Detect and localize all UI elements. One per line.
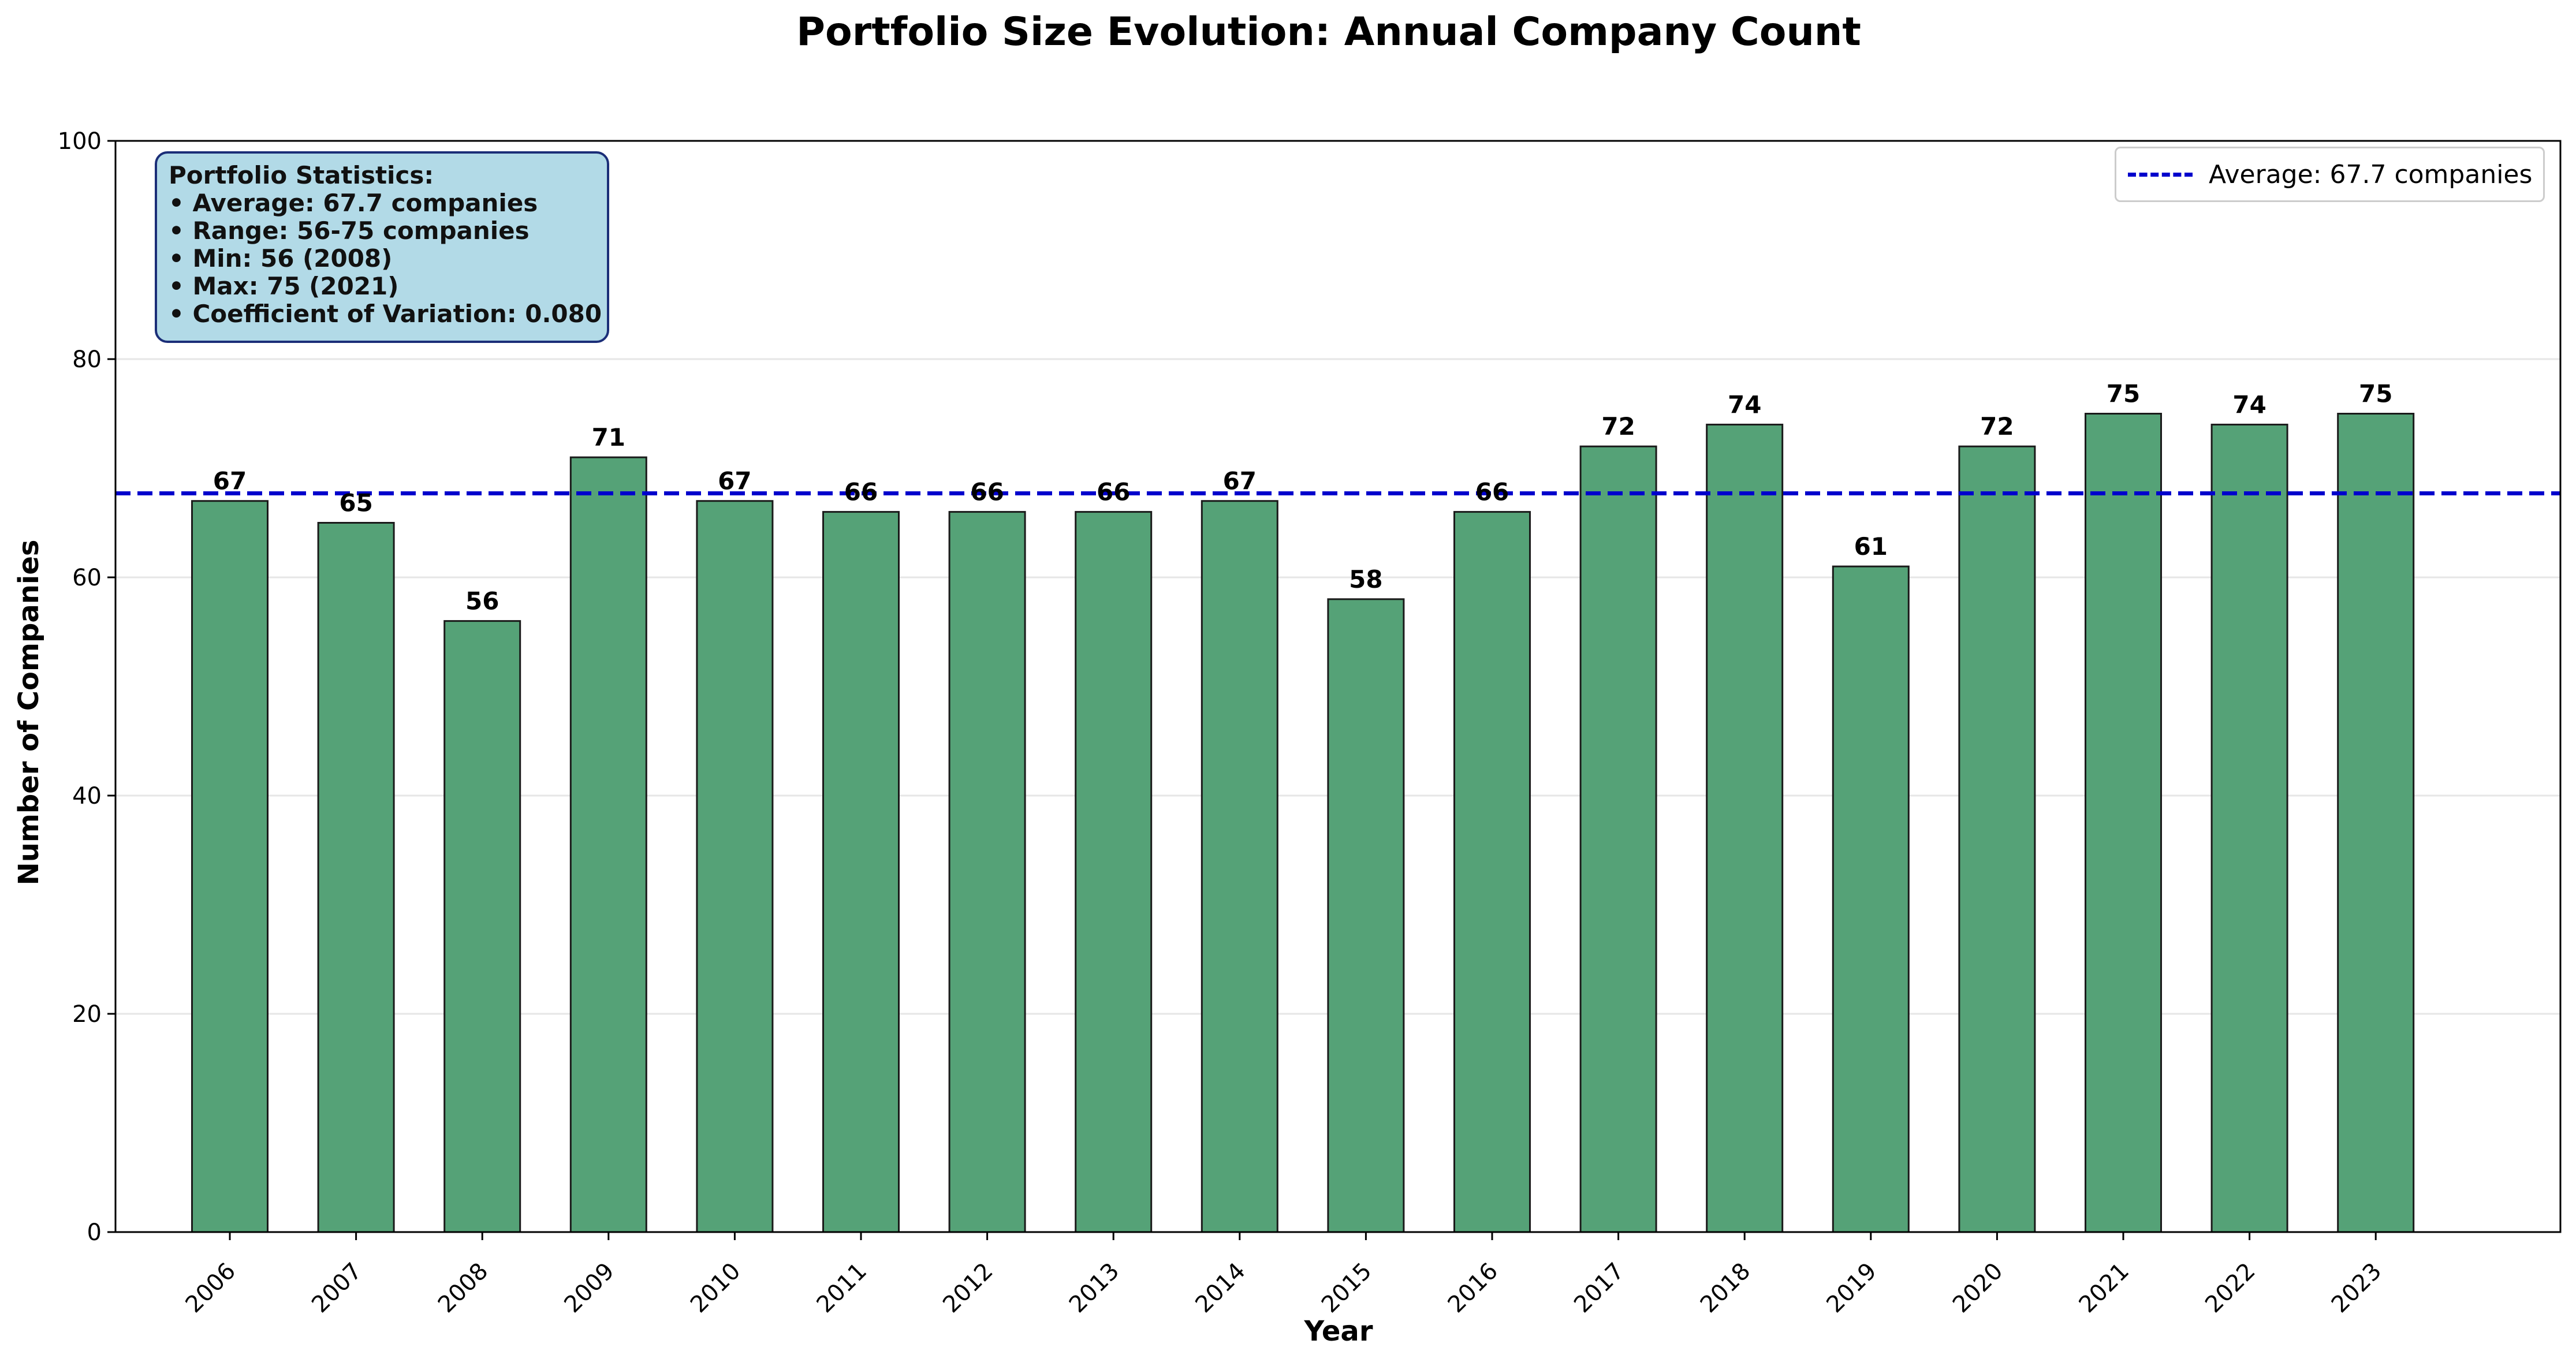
bar-2009 [569, 456, 647, 1233]
value-label-2012: 66 [970, 478, 1004, 506]
x-tick-label-2012: 2012 [938, 1258, 998, 1319]
x-tick-label-2010: 2010 [685, 1258, 746, 1319]
bar-2011 [822, 511, 900, 1233]
stats-title: Portfolio Statistics: [169, 161, 434, 189]
bar-2010 [696, 500, 774, 1233]
x-tick-label-2015: 2015 [1317, 1258, 1377, 1319]
x-axis-label: Year [1304, 1315, 1373, 1348]
stats-coefficient-of-variation: • Coefficient of Variation: 0.080 [169, 300, 602, 328]
legend: Average: 67.7 companies [2115, 147, 2545, 202]
x-tick-label-2022: 2022 [2200, 1258, 2261, 1319]
value-label-2020: 72 [1980, 412, 2014, 441]
y-tick-label-0: 0 [87, 1219, 102, 1246]
value-label-2017: 72 [1601, 412, 1635, 441]
x-tick-label-2014: 2014 [1190, 1258, 1251, 1319]
value-label-2006: 67 [213, 467, 247, 495]
bar-2006 [191, 500, 269, 1233]
y-tick-label-80: 80 [72, 346, 102, 373]
x-tick-label-2006: 2006 [181, 1258, 241, 1319]
legend-average-label: Average: 67.7 companies [2209, 159, 2533, 189]
x-tick-label-2017: 2017 [1569, 1258, 1630, 1319]
bar-layer [191, 413, 2415, 1233]
x-tick-label-2020: 2020 [1948, 1258, 2008, 1319]
value-label-2008: 56 [465, 587, 499, 615]
bar-2018 [1706, 423, 1784, 1233]
bar-2015 [1327, 598, 1405, 1233]
y-axis-label: Number of Companies [13, 540, 45, 886]
value-label-2010: 67 [718, 467, 751, 495]
portfolio-statistics-box: Portfolio Statistics: • Average: 67.7 co… [155, 151, 609, 343]
bar-2021 [2085, 413, 2162, 1233]
legend-dashed-line-swatch [2128, 172, 2193, 177]
bar-2013 [1075, 511, 1153, 1233]
value-label-2011: 66 [844, 478, 878, 506]
y-tick-label-20: 20 [72, 1001, 102, 1028]
chart-title: Portfolio Size Evolution: Annual Company… [796, 9, 1861, 55]
bar-2012 [948, 511, 1026, 1233]
x-tick-label-2018: 2018 [1695, 1258, 1756, 1319]
bar-2023 [2337, 413, 2415, 1233]
x-tick-label-2009: 2009 [559, 1258, 620, 1319]
value-label-2014: 67 [1223, 467, 1257, 495]
bar-2008 [443, 620, 521, 1233]
value-label-2021: 75 [2107, 380, 2140, 408]
y-tick-label-60: 60 [72, 565, 102, 591]
bar-2016 [1453, 511, 1531, 1233]
value-label-2013: 66 [1097, 478, 1130, 506]
x-tick-label-2021: 2021 [2074, 1258, 2135, 1319]
bar-2007 [317, 522, 395, 1233]
bar-2020 [1958, 445, 2036, 1233]
bar-2014 [1201, 500, 1278, 1233]
x-tick-label-2016: 2016 [1443, 1258, 1504, 1319]
x-tick-label-2011: 2011 [812, 1258, 873, 1319]
stats-min: • Min: 56 (2008) [169, 244, 393, 273]
value-label-2007: 65 [339, 489, 372, 517]
value-label-2022: 74 [2232, 390, 2266, 419]
value-label-layer: 67 65 56 71 67 66 66 66 67 58 66 72 74 61 72 75 74 75 [213, 380, 2393, 615]
value-label-2019: 61 [1854, 532, 1888, 561]
bar-2022 [2210, 423, 2288, 1233]
x-tick-label-2008: 2008 [433, 1258, 494, 1319]
plot-frame [114, 140, 2562, 1233]
x-tick-label-2007: 2007 [307, 1258, 367, 1319]
value-label-2018: 74 [1728, 390, 1761, 419]
stats-max: • Max: 75 (2021) [169, 272, 399, 300]
bar-2019 [1832, 565, 1910, 1233]
value-label-2015: 58 [1349, 565, 1382, 594]
stats-average: • Average: 67.7 companies [169, 189, 538, 217]
stats-range: • Range: 56-75 companies [169, 217, 530, 245]
bar-2017 [1579, 445, 1657, 1233]
y-tick-label-100: 100 [58, 128, 102, 155]
x-tick-label-2023: 2023 [2327, 1258, 2387, 1319]
y-tick-label-40: 40 [72, 783, 102, 809]
value-label-2023: 75 [2359, 380, 2392, 408]
value-label-2016: 66 [1475, 478, 1509, 506]
value-label-2009: 71 [592, 423, 625, 451]
x-tick-label-2019: 2019 [1821, 1258, 1882, 1319]
x-tick-label-2013: 2013 [1064, 1258, 1125, 1319]
